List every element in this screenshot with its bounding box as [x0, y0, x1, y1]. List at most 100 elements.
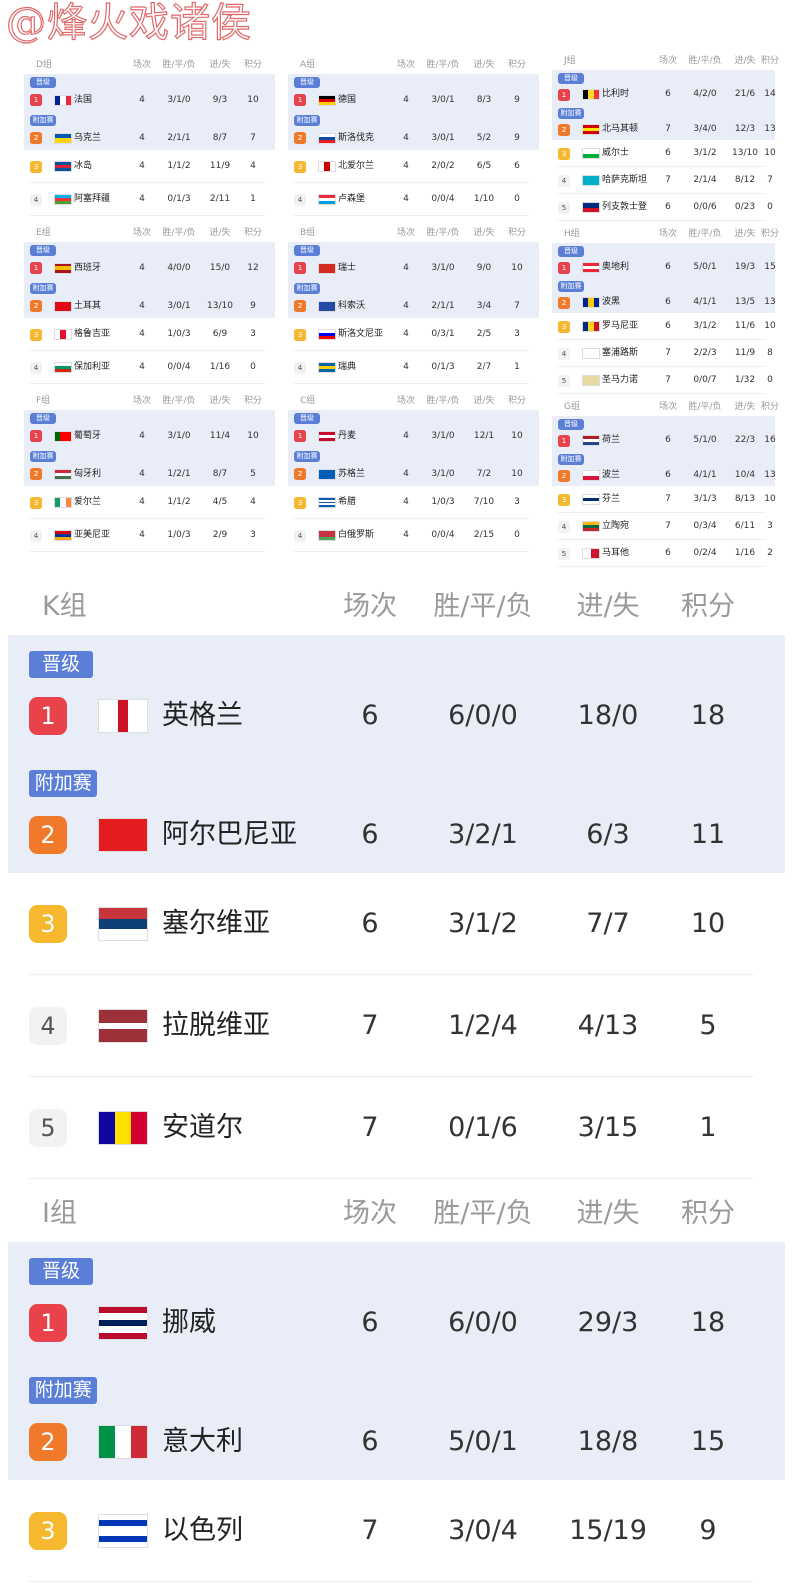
team-row[interactable]: 晋级 1 丹麦 4 3/1/0 12/1 10 — [288, 410, 539, 448]
rank-badge: 1 — [558, 261, 570, 274]
row-divider — [294, 518, 529, 519]
team-wdl: 4/1/1 — [693, 297, 717, 308]
team-row[interactable]: 附加赛 2 斯洛伐克 4 3/0/1 5/2 9 — [288, 112, 539, 150]
team-name: 西班牙 — [74, 262, 102, 273]
team-row[interactable]: 晋级 1 比利时 6 4/2/0 21/6 14 — [552, 70, 776, 105]
team-name: 苏格兰 — [338, 468, 366, 479]
team-wdl: 3/2/1 — [448, 818, 518, 850]
header-wdl: 胜/平/负 — [433, 1197, 533, 1229]
team-games: 4 — [403, 194, 409, 205]
group-name: G组 — [564, 401, 580, 412]
header-wdl: 胜/平/负 — [688, 55, 722, 66]
team-points: 0 — [514, 194, 520, 205]
team-row[interactable]: 晋级 1 荷兰 6 5/1/0 22/3 16 — [552, 416, 776, 451]
team-row[interactable]: 5 马耳他 6 0/2/4 1/16 2 — [552, 540, 775, 567]
team-goals: 3/4 — [476, 300, 492, 311]
team-row[interactable]: 晋级 1 德国 4 3/0/1 8/3 9 — [288, 74, 539, 112]
team-row[interactable]: 4 亚美尼亚 4 1/0/3 2/9 3 — [24, 519, 275, 552]
team-points: 13 — [764, 470, 776, 481]
row-divider — [294, 350, 529, 351]
flag-icon — [318, 468, 336, 480]
team-wdl: 2/1/4 — [693, 175, 717, 186]
team-points: 10 — [690, 907, 726, 939]
table-header: E组 场次 胜/平/负 进/失 积分 — [24, 216, 275, 242]
team-row[interactable]: 5 圣马力诺 7 0/0/7 1/32 0 — [552, 367, 775, 394]
team-row[interactable]: 4 立陶宛 7 0/3/4 6/11 3 — [552, 513, 775, 540]
team-goals: 1/32 — [734, 375, 756, 386]
team-points: 13 — [764, 297, 776, 308]
team-goals: 12/1 — [473, 430, 495, 441]
team-row[interactable]: 晋级 1 西班牙 4 4/0/0 15/0 12 — [24, 242, 275, 280]
team-games: 6 — [665, 321, 671, 332]
rank-badge: 2 — [294, 468, 306, 480]
rank-badge: 2 — [30, 300, 42, 312]
team-games: 4 — [139, 497, 145, 508]
team-row[interactable]: 3 罗马尼亚 6 3/1/2 11/6 10 — [552, 313, 776, 340]
row-divider — [30, 383, 265, 384]
team-row[interactable]: 4 保加利亚 4 0/0/4 1/16 0 — [24, 351, 275, 384]
group-name: E组 — [36, 227, 51, 238]
header-games: 场次 — [396, 395, 416, 406]
team-row[interactable]: 附加赛 2 波兰 6 4/1/1 10/4 13 — [552, 451, 776, 486]
team-points: 5 — [250, 468, 256, 479]
team-games: 6 — [665, 470, 671, 481]
flag-icon — [54, 468, 72, 480]
team-row[interactable]: 4 哈萨克斯坦 7 2/1/4 8/12 7 — [552, 167, 775, 194]
team-row[interactable]: 3 希腊 4 1/0/3 7/10 3 — [288, 486, 539, 519]
team-wdl: 4/0/0 — [167, 262, 191, 273]
team-games: 6 — [665, 297, 671, 308]
team-row[interactable]: 晋级 1 瑞士 4 3/1/0 9/0 10 — [288, 242, 539, 280]
team-games: 4 — [139, 329, 145, 340]
flag-icon — [98, 1111, 148, 1145]
team-row[interactable]: 3 爱尔兰 4 1/1/2 4/5 4 — [24, 486, 275, 519]
team-name: 法国 — [74, 94, 93, 105]
team-name: 科索沃 — [338, 300, 366, 311]
team-row[interactable]: 3 格鲁吉亚 4 1/0/3 6/9 3 — [24, 318, 275, 351]
team-row[interactable]: 3 威尔士 6 3/1/2 13/10 10 — [552, 140, 776, 167]
team-name: 塞尔维亚 — [162, 907, 270, 939]
team-name: 马耳他 — [602, 548, 630, 559]
row-divider — [558, 166, 767, 167]
team-row[interactable]: 4 卢森堡 4 0/0/4 1/10 0 — [288, 183, 539, 216]
team-row[interactable]: 晋级 1 英格兰 6 6/0/0 18/0 18 — [8, 635, 785, 754]
team-row[interactable]: 附加赛 2 波黑 6 4/1/1 13/5 13 — [552, 278, 776, 313]
team-row[interactable]: 3 塞尔维亚 6 3/1/2 7/7 10 — [8, 873, 785, 975]
team-row[interactable]: 4 阿塞拜疆 4 0/1/3 2/11 1 — [24, 183, 275, 216]
team-name: 保加利亚 — [74, 362, 111, 373]
team-row[interactable]: 附加赛 2 阿尔巴尼亚 6 3/2/1 6/3 11 — [8, 754, 785, 873]
team-row[interactable]: 附加赛 2 苏格兰 4 3/1/0 7/2 10 — [288, 448, 539, 486]
team-row[interactable]: 4 塞浦路斯 7 2/2/3 11/9 8 — [552, 340, 775, 367]
team-row[interactable]: 附加赛 2 北马其顿 7 3/4/0 12/3 13 — [552, 105, 776, 140]
team-row[interactable]: 3 以色列 7 3/0/4 15/19 9 — [8, 1480, 785, 1582]
team-wdl: 1/1/2 — [167, 497, 191, 508]
team-row[interactable]: 晋级 1 奥地利 6 5/0/1 19/3 15 — [552, 243, 776, 278]
team-row[interactable]: 4 拉脱维亚 7 1/2/4 4/13 5 — [8, 975, 785, 1077]
rank-badge: 1 — [29, 697, 67, 735]
team-row[interactable]: 4 白俄罗斯 4 0/0/4 2/15 0 — [288, 519, 539, 552]
team-row[interactable]: 晋级 1 葡萄牙 4 3/1/0 11/4 10 — [24, 410, 275, 448]
flag-icon — [98, 1425, 148, 1459]
rank-badge: 3 — [29, 905, 67, 943]
team-row[interactable]: 晋级 1 挪威 6 6/0/0 29/3 18 — [8, 1242, 785, 1361]
team-row[interactable]: 附加赛 2 匈牙利 4 1/2/1 8/7 5 — [24, 448, 275, 486]
team-row[interactable]: 附加赛 2 科索沃 4 2/1/1 3/4 7 — [288, 280, 539, 318]
flag-icon — [582, 548, 600, 559]
team-row[interactable]: 5 安道尔 7 0/1/6 3/15 1 — [8, 1077, 785, 1179]
team-row[interactable]: 3 斯洛文尼亚 4 0/3/1 2/5 3 — [288, 318, 539, 351]
team-row[interactable]: 附加赛 2 乌克兰 4 2/1/1 8/7 7 — [24, 112, 275, 150]
team-row[interactable]: 3 芬兰 7 3/1/3 8/13 10 — [552, 486, 776, 513]
team-row[interactable]: 3 冰岛 4 1/1/2 11/9 4 — [24, 150, 275, 183]
team-games: 4 — [139, 468, 145, 479]
team-row[interactable]: 附加赛 2 土耳其 4 3/0/1 13/10 9 — [24, 280, 275, 318]
team-points: 9 — [514, 132, 520, 143]
team-name: 土耳其 — [74, 300, 102, 311]
team-row[interactable]: 4 瑞典 4 0/1/3 2/7 1 — [288, 351, 539, 384]
team-points: 1 — [250, 194, 256, 205]
team-points: 18 — [690, 1306, 726, 1338]
team-row[interactable]: 5 列支敦士登 6 0/0/6 0/23 0 — [552, 194, 775, 221]
team-row[interactable]: 3 北爱尔兰 4 2/0/2 6/5 6 — [288, 150, 539, 183]
team-row[interactable]: 晋级 1 法国 4 3/1/0 9/3 10 — [24, 74, 275, 112]
team-row[interactable]: 附加赛 2 意大利 6 5/0/1 18/8 15 — [8, 1361, 785, 1480]
team-wdl: 1/2/4 — [448, 1009, 518, 1041]
team-games: 7 — [665, 175, 671, 186]
